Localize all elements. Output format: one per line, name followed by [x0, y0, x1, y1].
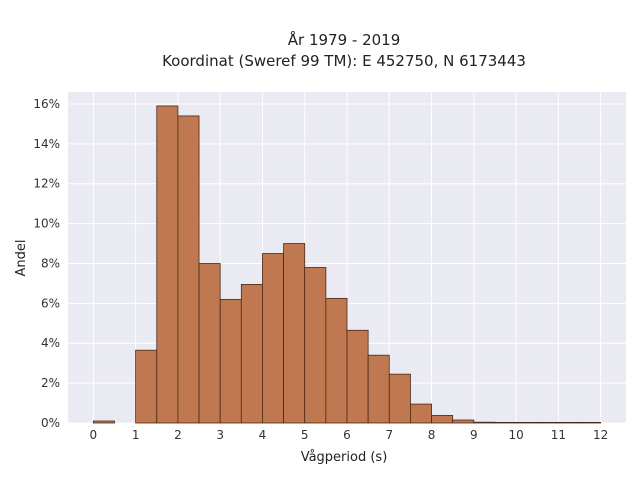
histogram-bar [452, 419, 475, 424]
y-tick-label: 10% [33, 217, 60, 231]
histogram-bar [135, 349, 158, 424]
histogram-bar [177, 115, 200, 424]
histogram-bar [388, 373, 411, 424]
x-tick-label: 4 [259, 428, 267, 442]
histogram-bar [473, 421, 496, 424]
chart-subtitle: Koordinat (Sweref 99 TM): E 452750, N 61… [162, 52, 526, 70]
x-tick-label: 7 [385, 428, 393, 442]
histogram-bar [240, 284, 263, 424]
x-tick-label: 9 [470, 428, 478, 442]
histogram-bar [579, 421, 602, 424]
histogram-bar [156, 105, 179, 424]
histogram-bar [304, 267, 327, 424]
histogram-bar [92, 420, 115, 424]
y-tick-label: 4% [41, 336, 60, 350]
x-tick-label: 3 [216, 428, 224, 442]
histogram-bar [536, 421, 559, 424]
x-tick-label: 5 [301, 428, 309, 442]
y-tick-labels: 0% 2% 4% 6% 8% 10% 12% 14% 16% [33, 97, 60, 430]
x-tick-label: 8 [428, 428, 436, 442]
histogram-bar [410, 403, 432, 424]
x-tick-label: 0 [90, 428, 98, 442]
histogram-bar [557, 421, 580, 424]
x-tick-label: 12 [593, 428, 608, 442]
histogram-bar [219, 298, 242, 424]
y-tick-label: 14% [33, 137, 60, 151]
chart-title: År 1979 - 2019 [288, 30, 401, 49]
x-tick-label: 2 [174, 428, 182, 442]
x-tick-label: 6 [343, 428, 351, 442]
histogram-bar [198, 263, 221, 424]
y-axis-label: Andel [14, 240, 29, 277]
y-tick-label: 6% [41, 296, 60, 310]
histogram-bar [325, 297, 348, 424]
histogram-bar [494, 421, 517, 424]
histogram-bar [367, 354, 390, 424]
histogram-bar [346, 329, 369, 424]
y-tick-label: 0% [41, 416, 60, 430]
histogram-bar [431, 415, 454, 424]
x-axis-label: Vågperiod (s) [301, 450, 388, 465]
x-tick-label: 10 [508, 428, 523, 442]
x-tick-labels: 0 1 2 3 4 5 6 7 8 9 10 11 12 [90, 428, 609, 442]
x-tick-label: 1 [132, 428, 140, 442]
histogram-bar [283, 243, 306, 424]
bars [92, 105, 602, 424]
y-tick-label: 8% [41, 256, 60, 270]
histogram-bar [262, 253, 284, 424]
y-tick-label: 2% [41, 376, 60, 390]
histogram-bar [515, 421, 538, 424]
x-tick-label: 11 [551, 428, 566, 442]
y-tick-label: 12% [33, 177, 60, 191]
y-tick-label: 16% [33, 97, 60, 111]
